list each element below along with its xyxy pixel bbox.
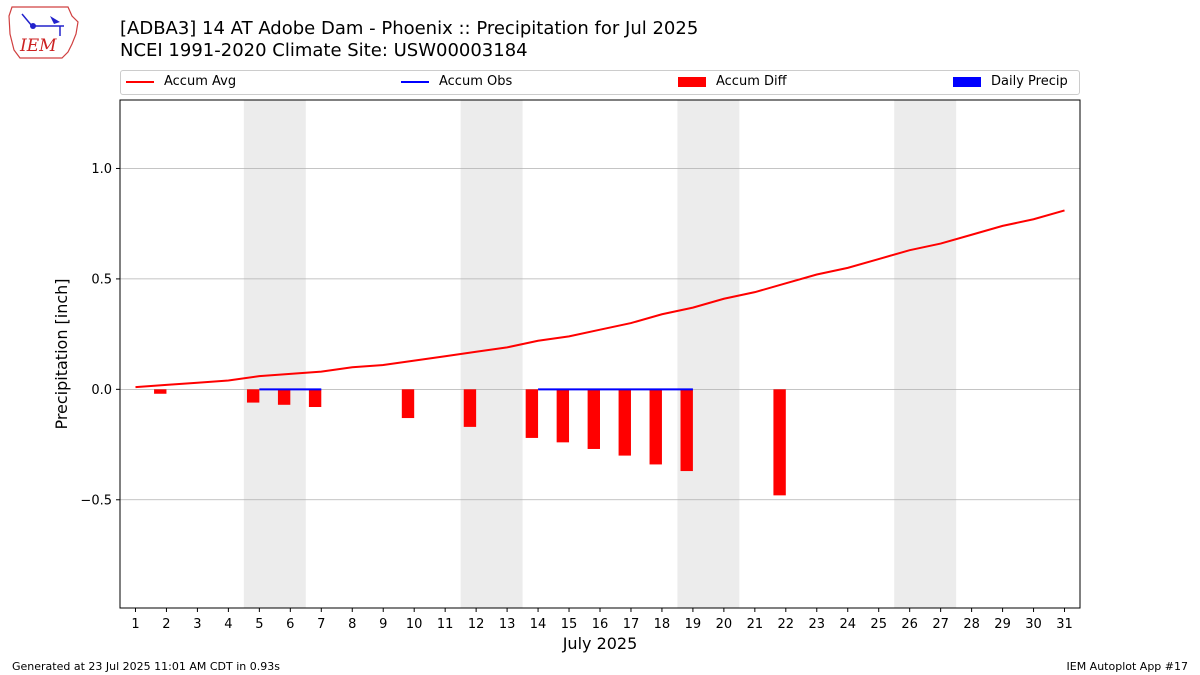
logo-text: IEM — [19, 36, 57, 56]
legend-swatch-accum-diff — [678, 76, 706, 87]
weekend-band-2 — [677, 100, 740, 608]
x-tick-label: 4 — [224, 617, 232, 632]
bar-accum-diff — [587, 389, 600, 449]
x-tick-label: 13 — [499, 617, 516, 632]
weekend-band-3 — [894, 100, 957, 608]
bar-accum-diff — [154, 389, 167, 394]
x-tick-label: 24 — [839, 617, 856, 632]
y-tick-label: 0.0 — [91, 383, 112, 398]
y-tick-label: 0.5 — [91, 272, 112, 287]
x-tick-label: 10 — [406, 617, 423, 632]
bar-accum-diff — [618, 389, 631, 456]
legend-item-accum-avg: Accum Avg — [126, 74, 236, 89]
y-axis-label: Precipitation [inch] — [52, 278, 71, 429]
bar-accum-diff — [463, 389, 477, 427]
legend-item-accum-obs: Accum Obs — [401, 74, 512, 89]
title-line-1: [ADBA3] 14 AT Adobe Dam - Phoenix :: Pre… — [120, 18, 699, 39]
x-tick-label: 22 — [778, 617, 795, 632]
series-lines — [135, 209, 1065, 391]
x-ticks: 1 2 3 4 5 6 7 8 9 10 11 12 13 14 15 16 17 18 19 20 21 22 23 24 2… — [131, 608, 1073, 632]
bar-accum-diff — [649, 389, 662, 465]
x-tick-label: 12 — [468, 617, 485, 632]
legend-label-daily-precip: Daily Precip — [991, 74, 1068, 89]
x-tick-label: 28 — [963, 617, 980, 632]
x-tick-label: 30 — [1025, 617, 1042, 632]
generated-timestamp: Generated at 23 Jul 2025 11:01 AM CDT in… — [12, 660, 280, 673]
bar-accum-diff — [246, 389, 260, 403]
x-tick-label: 27 — [932, 617, 949, 632]
y-tick-label: −0.5 — [80, 493, 112, 508]
title-line-2: NCEI 1991-2020 Climate Site: USW00003184 — [120, 40, 528, 61]
x-tick-label: 23 — [809, 617, 826, 632]
bar-accum-diff — [556, 389, 570, 443]
legend-label-accum-diff: Accum Diff — [716, 74, 787, 89]
x-tick-label: 21 — [747, 617, 764, 632]
x-tick-label: 8 — [348, 617, 356, 632]
bar-accum-diff — [308, 389, 322, 408]
app-credit: IEM Autoplot App #17 — [1066, 660, 1189, 673]
x-axis-label: July 2025 — [562, 634, 638, 653]
x-tick-label: 6 — [286, 617, 294, 632]
legend: Accum Avg Accum Obs Accum Diff Daily Pre… — [120, 70, 1080, 95]
chart-title: [ADBA3] 14 AT Adobe Dam - Phoenix :: Pre… — [120, 18, 698, 62]
legend-swatch-accum-avg — [126, 80, 154, 83]
bar-accum-diff — [277, 389, 291, 405]
weekend-band-1 — [460, 100, 523, 608]
x-tick-label: 5 — [255, 617, 263, 632]
x-tick-label: 15 — [561, 617, 578, 632]
bar-accum-diff — [401, 389, 415, 419]
bar-accum-diff — [680, 389, 693, 472]
legend-label-accum-obs: Accum Obs — [439, 74, 513, 89]
bar-accum-diff — [525, 389, 539, 438]
x-tick-label: 25 — [870, 617, 887, 632]
y-tick-label: 1.0 — [91, 162, 112, 177]
legend-swatch-daily-precip — [953, 76, 981, 87]
x-tick-label: 9 — [379, 617, 387, 632]
x-tick-label: 17 — [623, 617, 640, 632]
x-tick-label: 18 — [654, 617, 671, 632]
x-tick-label: 11 — [437, 617, 454, 632]
x-tick-label: 16 — [592, 617, 609, 632]
x-tick-label: 1 — [131, 617, 139, 632]
x-tick-label: 2 — [162, 617, 170, 632]
series-line-accum-avg — [135, 209, 1065, 389]
accum-diff-bars — [154, 389, 786, 496]
legend-item-daily-precip: Daily Precip — [953, 74, 1068, 89]
x-tick-label: 14 — [530, 617, 547, 632]
y-ticks: −0.5 0.0 0.5 1.0 — [80, 162, 120, 508]
weekend-bands — [243, 100, 957, 608]
legend-item-accum-diff: Accum Diff — [678, 74, 787, 89]
x-tick-label: 29 — [994, 617, 1011, 632]
x-tick-label: 26 — [901, 617, 918, 632]
legend-swatch-accum-obs — [401, 80, 429, 83]
weekend-band-0 — [243, 100, 306, 608]
x-tick-label: 31 — [1056, 617, 1073, 632]
x-tick-label: 20 — [716, 617, 733, 632]
x-tick-label: 7 — [317, 617, 325, 632]
x-tick-label: 3 — [193, 617, 201, 632]
bar-accum-diff — [773, 389, 786, 496]
x-tick-label: 19 — [685, 617, 702, 632]
iem-logo: IEM — [8, 6, 79, 59]
legend-label-accum-avg: Accum Avg — [164, 74, 237, 89]
